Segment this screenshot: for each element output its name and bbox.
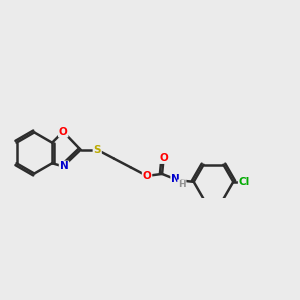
Text: N: N — [171, 174, 180, 184]
Text: H: H — [178, 180, 186, 189]
Text: O: O — [159, 153, 168, 163]
Text: S: S — [94, 145, 101, 155]
Text: O: O — [59, 127, 68, 136]
Text: O: O — [143, 171, 152, 181]
Text: N: N — [60, 161, 68, 171]
Text: Cl: Cl — [239, 177, 250, 187]
